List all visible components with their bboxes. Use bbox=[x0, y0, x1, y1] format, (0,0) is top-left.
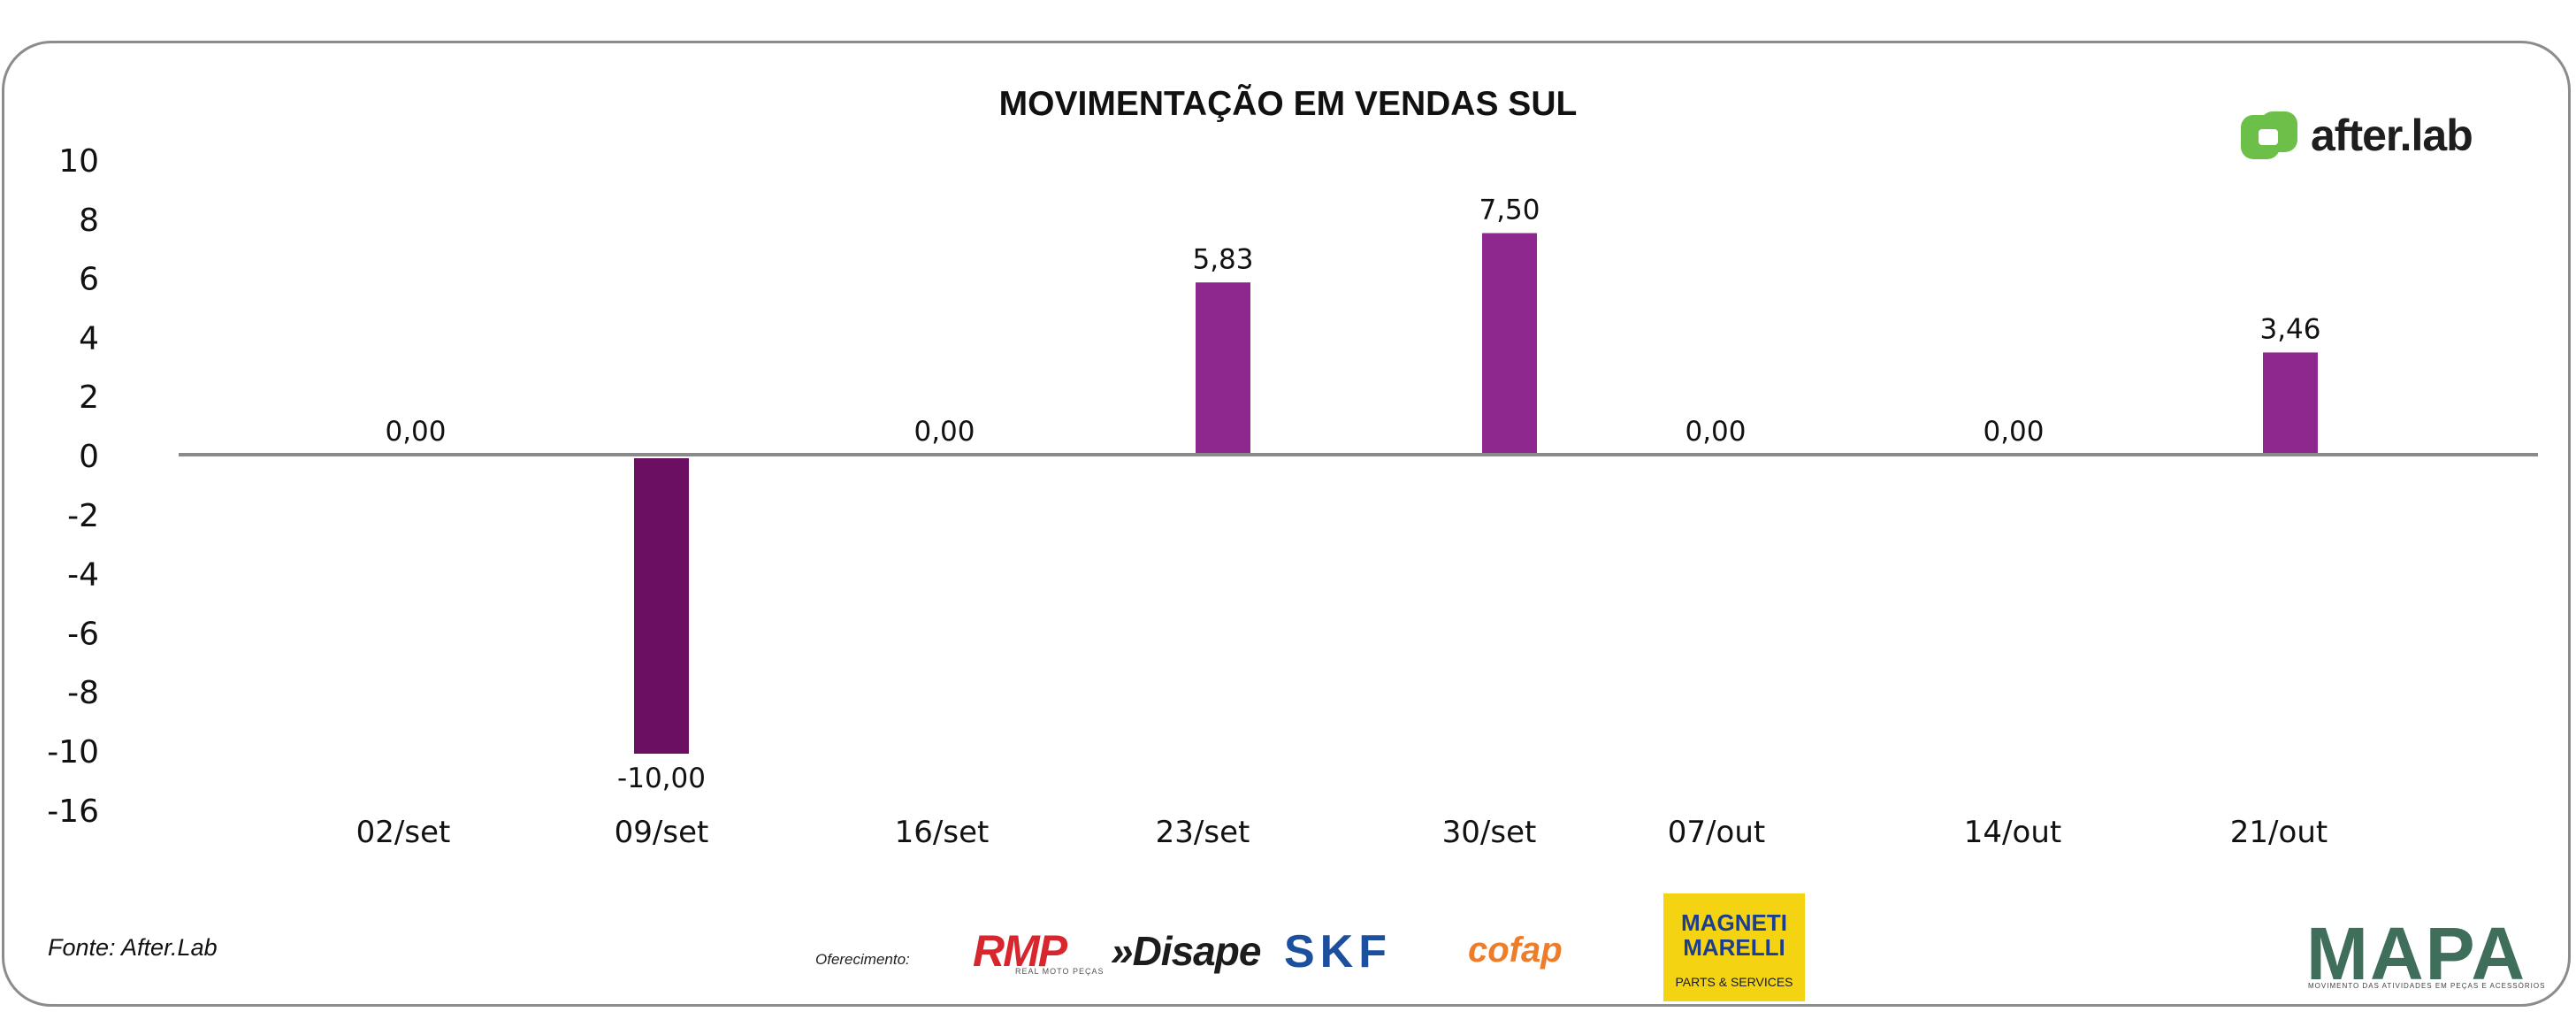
rmp-logo: RMP bbox=[973, 926, 1067, 976]
y-tick-label: 8 bbox=[79, 203, 99, 239]
data-label: -10,00 bbox=[617, 763, 706, 794]
brand-name: after.lab bbox=[2311, 111, 2473, 160]
y-tick-label: -6 bbox=[67, 616, 99, 652]
magneti-logo-line3: PARTS & SERVICES bbox=[1675, 975, 1793, 989]
data-label: 5,83 bbox=[1192, 243, 1253, 275]
y-tick-label: -4 bbox=[67, 557, 99, 594]
bar bbox=[1196, 282, 1250, 455]
magneti-marelli-logo: MAGNETI MARELLI PARTS & SERVICES bbox=[1663, 893, 1805, 1001]
x-tick-label: 07/out bbox=[1668, 815, 1765, 850]
y-tick-label: 4 bbox=[79, 320, 99, 356]
disape-logo: »Disape bbox=[1111, 928, 1261, 974]
y-tick-label: -10 bbox=[47, 734, 99, 770]
y-tick-label: 6 bbox=[79, 262, 99, 298]
x-tick-label: 16/set bbox=[895, 815, 990, 850]
y-tick-label: -2 bbox=[67, 498, 99, 534]
bar bbox=[2263, 352, 2318, 455]
sponsor-label: Oferecimento: bbox=[815, 951, 910, 968]
y-tick-label: 2 bbox=[79, 380, 99, 416]
magneti-logo-line1: MAGNETI bbox=[1681, 909, 1787, 936]
bar-chart: 10 8 6 4 2 0 -2 -4 -6 -8 -10 -16 0,00 -10,00 0,00 5,83… bbox=[47, 143, 2538, 850]
chart-frame bbox=[2, 41, 2571, 1007]
mapa-logo-subtitle: MOVIMENTO DAS ATIVIDADES EM PEÇAS E ACES… bbox=[2308, 982, 2546, 990]
bar bbox=[634, 458, 689, 754]
mapa-logo: MAPA bbox=[2306, 912, 2527, 995]
data-label: 0,00 bbox=[913, 416, 975, 448]
y-tick-label: 10 bbox=[58, 143, 99, 180]
data-label: 0,00 bbox=[1983, 416, 2044, 448]
data-label: 0,00 bbox=[385, 416, 446, 448]
x-tick-label: 09/set bbox=[615, 815, 709, 850]
rmp-logo-subtitle: REAL MOTO PEÇAS bbox=[1015, 967, 1105, 976]
x-tick-label: 30/set bbox=[1442, 815, 1537, 850]
x-tick-label: 23/set bbox=[1156, 815, 1250, 850]
skf-logo: SKF bbox=[1284, 926, 1392, 978]
y-tick-label: -8 bbox=[67, 675, 99, 711]
chart-title: MOVIMENTAÇÃO EM VENDAS SUL bbox=[998, 85, 1578, 123]
bar bbox=[1482, 233, 1537, 455]
afterlab-logo-icon bbox=[2241, 111, 2297, 159]
data-label: 3,46 bbox=[2259, 313, 2320, 345]
cofap-logo: cofap bbox=[1468, 931, 1563, 970]
y-tick-label: -16 bbox=[47, 794, 99, 830]
magneti-logo-line2: MARELLI bbox=[1683, 934, 1785, 961]
source-note: Fonte: After.Lab bbox=[48, 934, 218, 961]
x-tick-label: 14/out bbox=[1964, 815, 2061, 850]
x-tick-label: 02/set bbox=[356, 815, 451, 850]
data-label: 7,50 bbox=[1479, 195, 1540, 226]
x-tick-label: 21/out bbox=[2230, 815, 2328, 850]
y-tick-label: 0 bbox=[79, 439, 99, 475]
data-label: 0,00 bbox=[1685, 416, 1746, 448]
